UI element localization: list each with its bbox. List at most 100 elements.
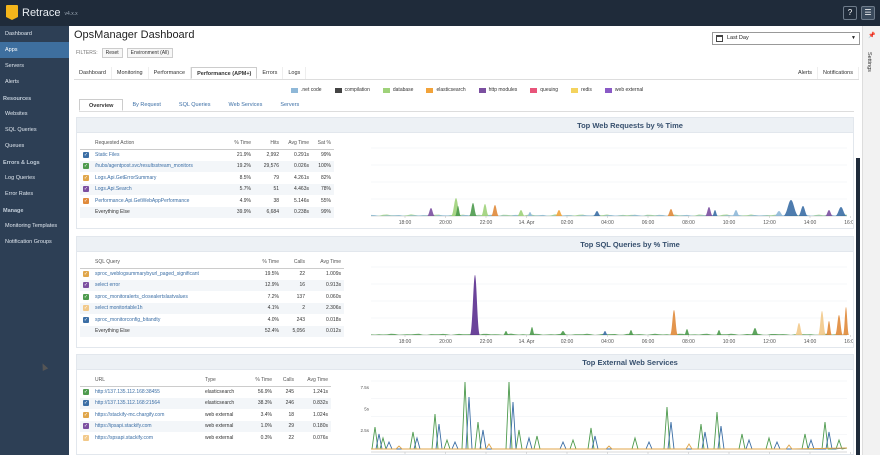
sidebar-item-log-queries[interactable]: Log Queries bbox=[5, 175, 35, 181]
subtab-by-request[interactable]: By Request bbox=[132, 102, 161, 108]
sidebar-item-sql-queries[interactable]: SQL Queries bbox=[5, 127, 37, 133]
table-row[interactable]: ✓/hubs/agentpost.svc/resultsstream_monit… bbox=[80, 160, 334, 172]
tab-monitoring[interactable]: Monitoring bbox=[112, 67, 149, 79]
row-checkbox-cell[interactable]: ✓ bbox=[80, 172, 92, 184]
row-checkbox-cell[interactable] bbox=[80, 206, 92, 218]
pin-icon[interactable]: 📌 bbox=[868, 33, 876, 39]
checkbox-checked-icon[interactable]: ✓ bbox=[83, 434, 89, 441]
subtab-servers[interactable]: Servers bbox=[280, 102, 300, 108]
tab-dashboard[interactable]: Dashboard bbox=[74, 67, 112, 79]
legend-item-database[interactable]: database bbox=[382, 87, 413, 93]
cell-name[interactable]: https://stackify-mc.chargify.com bbox=[95, 411, 165, 418]
checkbox-checked-icon[interactable]: ✓ bbox=[83, 411, 89, 418]
cell-name[interactable]: http://137.135.112.168:21564 bbox=[92, 397, 202, 409]
date-range-select[interactable]: Last Day ▼ bbox=[712, 32, 860, 45]
checkbox-checked-icon[interactable]: ✓ bbox=[83, 197, 89, 204]
row-checkbox-cell[interactable]: ✓ bbox=[80, 386, 92, 398]
cell-name[interactable]: https://ipsapi.stackify.com bbox=[92, 420, 202, 432]
row-checkbox-cell[interactable]: ✓ bbox=[80, 160, 92, 172]
row-checkbox-cell[interactable]: ✓ bbox=[80, 183, 92, 195]
subtab-web-services[interactable]: Web Services bbox=[228, 102, 263, 108]
checkbox-checked-icon[interactable]: ✓ bbox=[83, 388, 89, 395]
column-header-type[interactable]: Type bbox=[202, 375, 247, 387]
checkbox-checked-icon[interactable]: ✓ bbox=[83, 163, 89, 170]
row-checkbox-cell[interactable]: ✓ bbox=[80, 409, 92, 421]
tab-alerts[interactable]: Alerts bbox=[793, 67, 819, 79]
checkbox-checked-icon[interactable]: ✓ bbox=[83, 270, 89, 277]
subtab-overview[interactable]: Overview bbox=[79, 99, 124, 111]
table-row[interactable]: ✓ https://stackify-mc.chargify.com web ext… bbox=[80, 409, 331, 421]
column-header-time[interactable]: % Time bbox=[229, 138, 254, 150]
row-checkbox-cell[interactable]: ✓ bbox=[80, 279, 92, 291]
checkbox-checked-icon[interactable]: ✓ bbox=[83, 293, 89, 300]
tab-performance-apm[interactable]: Performance (APM+) bbox=[191, 67, 258, 79]
checkbox-checked-icon[interactable]: ✓ bbox=[83, 423, 89, 430]
column-header-avg-time[interactable]: Avg Time bbox=[282, 138, 312, 150]
legend-item-redis[interactable]: redis bbox=[571, 87, 592, 93]
column-header-avg-time[interactable]: Avg Time bbox=[297, 375, 331, 387]
cell-name[interactable]: Static Files bbox=[95, 152, 120, 158]
tab-performance[interactable]: Performance bbox=[149, 67, 192, 79]
legend-item-queuing[interactable]: queuing bbox=[530, 87, 558, 93]
retrace-logo[interactable]: Retrace v4.x.x bbox=[6, 5, 78, 20]
menu-button[interactable]: ☰ bbox=[861, 6, 875, 20]
cell-name[interactable]: sproc_monitoralerts_closealertslastvalue… bbox=[95, 293, 188, 300]
checkbox-checked-icon[interactable]: ✓ bbox=[83, 316, 89, 323]
column-header-calls[interactable]: Calls bbox=[282, 257, 308, 269]
checkbox-checked-icon[interactable]: ✓ bbox=[83, 282, 89, 289]
row-checkbox-cell[interactable]: ✓ bbox=[80, 314, 92, 326]
tab-notifications[interactable]: Notifications bbox=[818, 67, 859, 79]
row-checkbox-cell[interactable]: ✓ bbox=[80, 420, 92, 432]
sidebar-item-websites[interactable]: Websites bbox=[5, 111, 28, 117]
legend-item-net-code[interactable]: .net code bbox=[291, 87, 322, 93]
table-row[interactable]: ✓ http://137.135.112.168:21564 elasticsear… bbox=[80, 397, 331, 409]
tab-errors[interactable]: Errors bbox=[257, 67, 284, 79]
table-row[interactable]: ✓ Performance.Api.GetWebAppPerformance 4.9… bbox=[80, 195, 334, 207]
cell-name[interactable]: Performance.Api.GetWebAppPerformance bbox=[95, 197, 190, 204]
sidebar-item-alerts[interactable]: Alerts bbox=[5, 79, 20, 85]
cell-name[interactable]: http://137.135.112.168:38455 bbox=[95, 389, 160, 395]
cell-name[interactable]: https://spsapi.stackify.com bbox=[95, 434, 153, 441]
sidebar-item-servers[interactable]: Servers bbox=[5, 63, 24, 69]
sidebar-item-error-rates[interactable]: Error Rates bbox=[5, 191, 34, 197]
legend-item-compilation[interactable]: compilation bbox=[334, 87, 370, 93]
table-row[interactable]: ✓ http://137.135.112.168:38455 elasticsear… bbox=[80, 386, 331, 398]
table-row[interactable]: Everything Else 39.9% 6,684 0.238s 99% bbox=[80, 206, 334, 218]
help-button[interactable]: ? bbox=[843, 6, 857, 20]
table-row[interactable]: ✓ sproc_monitorconfig_bitandty 4.0% 243 0.01… bbox=[80, 314, 344, 326]
checkbox-checked-icon[interactable]: ✓ bbox=[83, 400, 89, 407]
tab-logs[interactable]: Logs bbox=[283, 67, 307, 79]
table-row[interactable]: ✓ sproc_monitoralerts_closealertslastvalu… bbox=[80, 291, 344, 303]
row-checkbox-cell[interactable]: ✓ bbox=[80, 302, 92, 314]
environment-filter-button[interactable]: Environment (All) bbox=[126, 48, 173, 58]
row-checkbox-cell[interactable]: ✓ bbox=[80, 291, 92, 303]
sidebar-item-queues[interactable]: Queues bbox=[5, 143, 25, 149]
subtab-sql-queries[interactable]: SQL Queries bbox=[178, 102, 211, 108]
table-row[interactable]: ✓ sproc_weblogsummarybyurl_paged_signific… bbox=[80, 268, 344, 280]
legend-item-web-external[interactable]: web external bbox=[604, 87, 643, 93]
cell-name[interactable]: sproc_monitorconfig_bitandty bbox=[95, 316, 161, 323]
legend-item-elasticsearch[interactable]: elasticsearch bbox=[426, 87, 466, 93]
scrollbar[interactable] bbox=[856, 158, 860, 455]
cell-name[interactable]: select error bbox=[92, 279, 252, 291]
column-header-requested-action[interactable]: Requested Action bbox=[92, 138, 229, 150]
checkbox-checked-icon[interactable]: ✓ bbox=[83, 186, 89, 193]
table-row[interactable]: ✓ Logs.Api.Search 5.7% 51 4.463s 78% bbox=[80, 183, 334, 195]
table-row[interactable]: ✓ https://ipsapi.stackify.com web external… bbox=[80, 420, 331, 432]
column-header-time[interactable]: % Time bbox=[247, 375, 275, 387]
cell-name[interactable]: select monitortable1h bbox=[92, 302, 252, 314]
row-checkbox-cell[interactable] bbox=[80, 325, 92, 337]
row-checkbox-cell[interactable]: ✓ bbox=[80, 149, 92, 161]
checkbox-checked-icon[interactable]: ✓ bbox=[83, 305, 89, 312]
column-header-avg-time[interactable]: Avg Time bbox=[308, 257, 344, 269]
table-row[interactable]: ✓ Static Files 21.9% 2,992 0.291s 99% bbox=[80, 149, 334, 161]
column-header-time[interactable]: % Time bbox=[252, 257, 282, 269]
row-checkbox-cell[interactable]: ✓ bbox=[80, 397, 92, 409]
settings-panel-toggle[interactable]: 📌 Settings bbox=[862, 26, 880, 455]
sidebar-item-apps[interactable]: Apps bbox=[0, 42, 69, 58]
row-checkbox-cell[interactable]: ✓ bbox=[80, 195, 92, 207]
table-row[interactable]: Everything Else 52.4% 5,056 0.012s bbox=[80, 325, 344, 337]
column-header-hits[interactable]: Hits bbox=[254, 138, 282, 150]
cell-name[interactable]: /hubs/agentpost.svc/resultsstream_monito… bbox=[92, 160, 229, 172]
table-row[interactable]: ✓ select error 12.9% 16 0.913s bbox=[80, 279, 344, 291]
